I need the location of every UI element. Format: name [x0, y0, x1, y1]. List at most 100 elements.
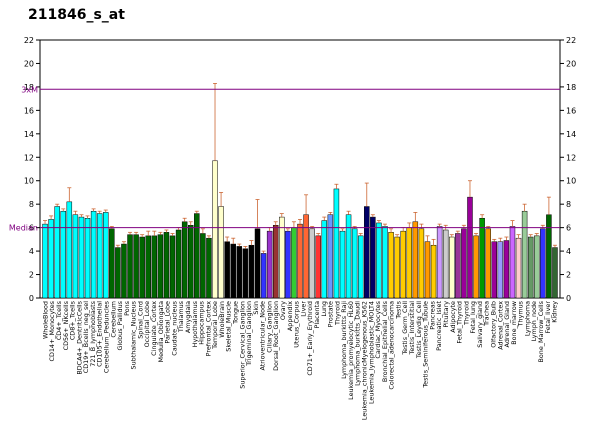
bar — [412, 221, 419, 299]
bar — [212, 160, 218, 299]
x-tick-label: Hippocampus — [198, 300, 206, 344]
y-tick-label-left: 8 — [29, 200, 34, 209]
bar — [357, 235, 364, 299]
bar — [115, 247, 121, 299]
bar — [297, 223, 303, 299]
y-tick-label-left: 6 — [29, 224, 34, 233]
x-tick-label: Lymphoma — [523, 301, 531, 336]
x-tick-label: CD8+_Tcells — [69, 300, 77, 340]
bar — [254, 228, 261, 299]
reference-line-label: 3xM — [21, 85, 38, 94]
y-tick-label-right: 4 — [566, 247, 571, 256]
bar — [103, 212, 109, 299]
bar — [491, 241, 497, 299]
y-tick-label-right: 2 — [566, 271, 571, 280]
bar — [66, 201, 73, 299]
bar — [540, 228, 546, 299]
x-tick-label: Medulla_Oblongata — [157, 301, 165, 363]
chart-title: 211846_s_at — [28, 7, 125, 23]
y-tick-label-right: 22 — [566, 36, 576, 45]
bar — [376, 222, 382, 299]
bar — [48, 219, 54, 299]
bar — [242, 248, 249, 299]
x-tick-label: Hypothalamus — [191, 300, 199, 347]
bar — [333, 188, 340, 299]
bar — [370, 216, 376, 299]
bar — [497, 241, 504, 299]
bar — [230, 243, 236, 299]
x-tick-label: Pons — [123, 300, 131, 316]
bar — [400, 230, 406, 299]
x-tick-label: Occipital_Lobe — [143, 301, 151, 347]
bar — [224, 241, 230, 299]
bar — [54, 206, 60, 299]
bar — [291, 227, 297, 299]
x-tick-label: Parietal_Lobe — [164, 301, 172, 344]
y-tick-label-left: 14 — [24, 130, 34, 139]
x-tick-label: Leukemia_lymphoblastic_MOLT4 — [367, 301, 375, 404]
bar — [473, 235, 479, 299]
bar — [309, 228, 315, 299]
bar — [187, 225, 194, 299]
x-tick-label: Testis_Leydig_Cell — [415, 301, 423, 359]
y-tick-label-right: 14 — [566, 130, 576, 139]
bar — [315, 235, 321, 299]
y-tick-label-left: 0 — [29, 294, 34, 303]
x-tick-label: Ovary — [279, 301, 287, 320]
bar — [157, 234, 164, 299]
bar — [121, 243, 127, 299]
x-tick-label: Atrioventricular_Node — [259, 301, 267, 371]
x-tick-label: Lung — [320, 301, 328, 317]
bar — [449, 236, 455, 299]
x-tick-label: Trigeminal_Ganglion — [245, 301, 253, 367]
y-tick-label-left: 2 — [29, 271, 34, 280]
bar — [194, 213, 200, 299]
x-tick-label: Cardiac_Myocytes — [374, 300, 382, 358]
bar — [145, 235, 151, 299]
bar — [42, 223, 48, 299]
x-tick-label: Skin — [252, 301, 260, 315]
reference-line-label: Median — [9, 224, 38, 233]
x-tick-label: Tongue — [232, 301, 240, 325]
x-tick-label: Salivary_gland — [476, 301, 484, 348]
x-tick-label: Thyroid — [333, 301, 341, 326]
bar — [351, 228, 358, 299]
x-tick-label: Spinal_Cord — [136, 301, 144, 339]
bar — [175, 229, 182, 299]
x-tick-label: Adrenal_Cortex — [496, 301, 504, 350]
y-tick-label-right: 20 — [566, 59, 576, 68]
reference-lines: 3xM Median — [9, 85, 560, 233]
bar — [461, 228, 467, 299]
x-tick-label: Testis — [394, 300, 402, 319]
bar — [467, 196, 473, 299]
x-tick-label: Prefrontal_Cortex — [204, 301, 212, 357]
x-tick-label: Cerebellum_Peduncles — [103, 300, 111, 373]
x-tick-label: Cingulate_Cortex — [150, 301, 158, 356]
bar — [521, 210, 528, 299]
y-axis-right: 0 2 4 6 8 10 12 14 16 18 20 22 — [560, 36, 576, 303]
bar — [406, 227, 413, 299]
y-tick-label-right: 0 — [566, 294, 571, 303]
x-tick-label: CD71+_Early_Erythroid — [306, 301, 314, 376]
x-tick-label: Testis_Germ_Cell — [401, 301, 409, 356]
x-tick-label: Cerebellum — [109, 301, 117, 338]
x-tick-label: Thalamus — [177, 300, 185, 333]
x-tick-label: Appendix — [286, 301, 294, 331]
bar — [84, 218, 91, 299]
x-tick-label: Lymphoma_burkitts_Raji — [340, 301, 348, 379]
bar — [382, 226, 388, 299]
x-tick-label: Skeletal_Muscle — [225, 301, 233, 352]
bar — [206, 237, 212, 299]
y-tick-label-right: 12 — [566, 153, 576, 162]
x-tick-label: Amygdala — [184, 301, 192, 333]
bar — [60, 210, 66, 299]
x-tick-label: BDCA4+_DentriticCells — [75, 300, 83, 374]
bar — [442, 229, 449, 299]
y-tick-label-left: 10 — [24, 177, 34, 186]
bar — [515, 237, 522, 299]
bar — [479, 218, 485, 299]
y-tick-label-left: 4 — [29, 247, 34, 256]
x-tick-label: CD19+_Bcells_neg_sel — [82, 301, 90, 373]
x-tick-label: CD14+_Monocytes — [48, 300, 56, 361]
bar — [272, 225, 279, 299]
